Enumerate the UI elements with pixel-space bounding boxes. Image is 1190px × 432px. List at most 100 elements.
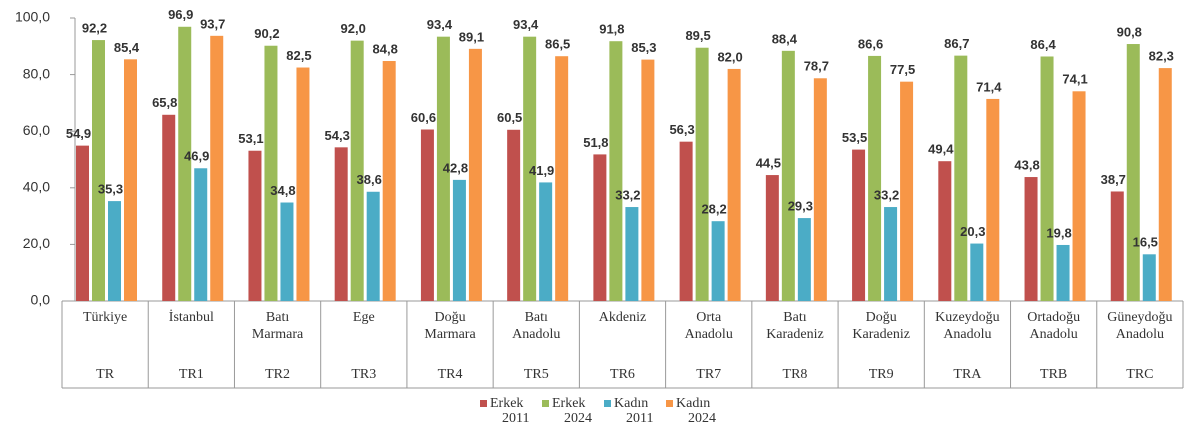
value-label: 29,3	[788, 199, 813, 214]
value-label: 82,5	[286, 48, 311, 63]
group-code: TR9	[869, 367, 894, 382]
bar	[436, 36, 450, 301]
value-label: 90,2	[254, 26, 279, 41]
bar	[178, 26, 192, 301]
value-label: 78,7	[804, 59, 829, 74]
bar	[609, 41, 623, 302]
value-label: 65,8	[152, 95, 177, 110]
group-code: TR8	[783, 367, 808, 382]
x-tick-label: Türkiye	[83, 310, 127, 325]
value-label: 42,8	[443, 160, 468, 175]
value-label: 54,3	[325, 128, 350, 143]
value-label: 86,7	[944, 36, 969, 51]
legend-swatch	[480, 400, 487, 407]
value-label: 88,4	[772, 31, 798, 46]
value-label: 38,6	[357, 172, 382, 187]
value-label: 34,8	[270, 183, 295, 198]
legend-swatch	[666, 400, 673, 407]
bar	[248, 150, 262, 301]
bar	[641, 59, 655, 302]
value-label: 74,1	[1062, 72, 1087, 87]
bar	[852, 149, 866, 301]
bar	[727, 68, 741, 301]
legend-label: Erkek 2011	[490, 396, 529, 426]
value-label: 43,8	[1014, 157, 1039, 172]
legend-swatch	[604, 400, 611, 407]
value-label: 38,7	[1101, 172, 1126, 187]
x-tick-label: Akdeniz	[599, 310, 646, 325]
group-code: TR3	[351, 367, 376, 382]
y-tick-label: 100,0	[15, 9, 50, 25]
bar	[1110, 191, 1124, 301]
value-label: 33,2	[874, 187, 899, 202]
value-label: 86,6	[858, 36, 883, 51]
bar	[124, 59, 137, 302]
bar	[1142, 254, 1156, 301]
value-label: 16,5	[1133, 235, 1158, 250]
bar	[366, 191, 380, 301]
x-tick-label: İstanbul	[169, 309, 214, 325]
group-code: TR6	[610, 367, 635, 382]
bar	[868, 55, 882, 302]
bar	[781, 50, 795, 301]
group-code: TRC	[1126, 367, 1153, 382]
bar	[1024, 177, 1038, 301]
group-code: TR	[96, 367, 115, 382]
value-label: 35,3	[98, 182, 123, 197]
x-tick-label: Doğu Karadeniz	[852, 310, 910, 342]
value-label: 86,5	[545, 37, 570, 52]
value-label: 33,2	[615, 187, 640, 202]
x-tick-label: Orta Anadolu	[685, 310, 733, 342]
bar	[1158, 68, 1172, 301]
legend-label: Erkek 2024	[552, 396, 592, 426]
value-label: 41,9	[529, 163, 554, 178]
x-tick-label: Batı Marmara	[252, 310, 304, 342]
bar	[1126, 44, 1140, 301]
value-label: 20,3	[960, 224, 985, 239]
group-code: TRB	[1040, 367, 1067, 382]
value-label: 28,2	[701, 202, 726, 217]
legend-label: Kadın 2011	[614, 396, 653, 426]
bar	[210, 35, 224, 301]
value-label: 93,4	[427, 17, 453, 32]
value-label: 84,8	[373, 41, 398, 56]
group-code: TR4	[438, 367, 463, 382]
bar	[1056, 244, 1070, 301]
legend-swatch	[542, 400, 549, 407]
group-code: TRA	[953, 367, 982, 382]
bar	[797, 218, 811, 301]
bar	[452, 179, 466, 301]
value-label: 92,2	[82, 21, 107, 36]
x-tick-label: Doğu Marmara	[424, 310, 476, 342]
x-tick-label: Kuzeydoğu Anadolu	[935, 310, 1000, 342]
value-label: 93,7	[200, 16, 225, 31]
y-tick-label: 20,0	[23, 235, 50, 251]
value-label: 51,8	[583, 135, 608, 150]
bar	[523, 36, 537, 301]
value-label: 54,9	[66, 126, 91, 141]
bar	[813, 78, 827, 302]
bar	[679, 141, 693, 301]
y-tick-label: 0,0	[31, 292, 51, 308]
value-label: 82,3	[1149, 49, 1174, 64]
bar	[593, 154, 607, 301]
bar	[108, 201, 121, 301]
value-label: 85,3	[631, 40, 656, 55]
bar	[986, 98, 1000, 301]
value-label: 56,3	[669, 122, 694, 137]
bar	[194, 168, 208, 301]
bar	[938, 161, 952, 301]
value-label: 71,4	[976, 79, 1002, 94]
bar	[1040, 56, 1054, 301]
bar	[625, 207, 639, 301]
legend-label: Kadın 2024	[676, 396, 716, 426]
bar	[695, 47, 709, 302]
value-label: 91,8	[599, 22, 624, 37]
value-label: 19,8	[1046, 225, 1071, 240]
bar	[954, 55, 968, 301]
bar	[76, 145, 89, 301]
group-code: TR2	[265, 367, 290, 382]
bar	[884, 207, 898, 301]
value-label: 89,5	[685, 28, 710, 43]
group-code: TR1	[179, 367, 204, 382]
